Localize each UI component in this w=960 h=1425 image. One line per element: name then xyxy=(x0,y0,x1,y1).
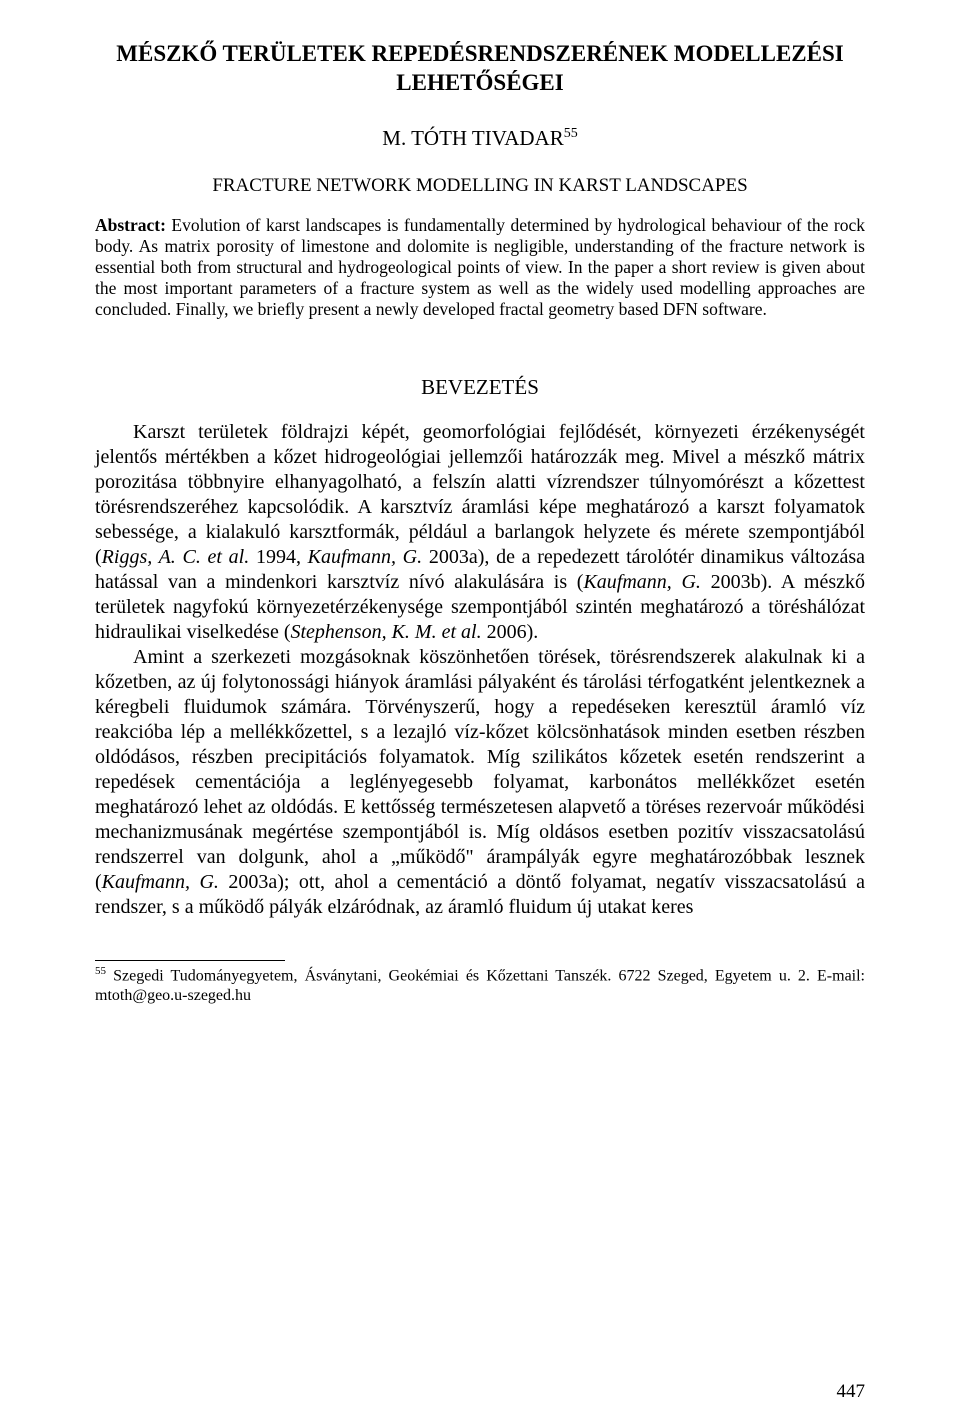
footnote-block: 55 Szegedi Tudományegyetem, Ásványtani, … xyxy=(95,965,865,1006)
document-subtitle: FRACTURE NETWORK MODELLING IN KARST LAND… xyxy=(95,175,865,197)
abstract-label: Abstract: xyxy=(95,215,166,235)
author-name: M. TÓTH TIVADAR xyxy=(382,126,563,150)
citation-kaufmann-2: Kaufmann, G. xyxy=(583,571,700,593)
abstract-text: Evolution of karst landscapes is fundame… xyxy=(95,215,865,319)
footnote-text: Szegedi Tudományegyetem, Ásványtani, Geo… xyxy=(95,967,865,1004)
citation-riggs: Riggs, A. C. et al. xyxy=(102,546,250,568)
section-heading: BEVEZETÉS xyxy=(95,375,865,400)
document-title: MÉSZKŐ TERÜLETEK REPEDÉSRENDSZERÉNEK MOD… xyxy=(95,40,865,98)
footnote-separator xyxy=(95,960,285,961)
author-footnote-ref: 55 xyxy=(564,126,578,141)
abstract-block: Abstract: Evolution of karst landscapes … xyxy=(95,215,865,320)
citation-stephenson: Stephenson, K. M. et al. xyxy=(291,621,482,643)
para2-text-pre: Amint a szerkezeti mozgásoknak köszönhet… xyxy=(95,646,865,893)
para1-text-post: 2006). xyxy=(482,621,539,643)
footnote-number: 55 xyxy=(95,965,106,977)
body-paragraph-2: Amint a szerkezeti mozgásoknak köszönhet… xyxy=(95,645,865,920)
page-number: 447 xyxy=(837,1381,866,1403)
body-paragraph-1: Karszt területek földrajzi képét, geomor… xyxy=(95,420,865,645)
citation-kaufmann-1: Kaufmann, G. xyxy=(308,546,423,568)
author-line: M. TÓTH TIVADAR55 xyxy=(95,126,865,151)
para1-text-mid1: 1994, xyxy=(249,546,307,568)
citation-kaufmann-3: Kaufmann, G. xyxy=(102,871,219,893)
